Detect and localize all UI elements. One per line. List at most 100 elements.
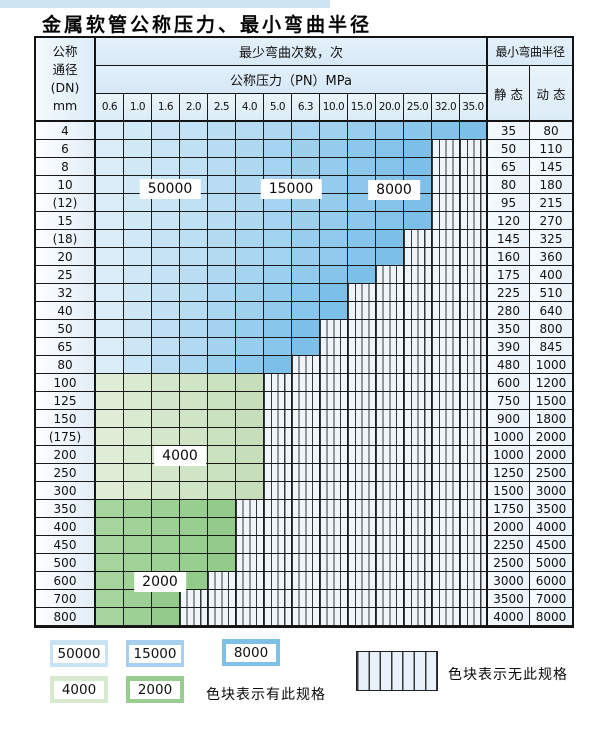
spec-available-cell (236, 194, 264, 212)
no-spec-cell (208, 572, 236, 590)
no-spec-cell (432, 446, 460, 464)
dynamic-radius-cell: 4500 (530, 536, 572, 554)
dn-cell: 500 (36, 554, 96, 572)
spec-table: 公称 通径 (DN) mm 最少弯曲次数，次 公称压力（PN）MPa 0.6 1.… (34, 36, 574, 628)
dynamic-radius-cell: 400 (530, 266, 572, 284)
static-radius-cell: 750 (488, 392, 530, 410)
spec-available-cell (208, 482, 236, 500)
no-spec-cell (264, 572, 292, 590)
no-spec-cell (292, 482, 320, 500)
dynamic-radius-cell: 110 (530, 140, 572, 158)
no-spec-cell (320, 590, 348, 608)
no-spec-cell (236, 554, 264, 572)
spec-available-cell (180, 320, 208, 338)
no-spec-cell (292, 572, 320, 590)
no-spec-cell (376, 554, 404, 572)
no-spec-cell (264, 536, 292, 554)
spec-available-cell (292, 230, 320, 248)
table-row: 20 160 360 (36, 248, 572, 266)
legend-swatch-value: 2000 (130, 680, 180, 699)
no-spec-cell (320, 446, 348, 464)
spec-available-cell (180, 392, 208, 410)
no-spec-cell (376, 356, 404, 374)
dynamic-header: 动 态 (530, 66, 572, 122)
spec-available-cell (320, 158, 348, 176)
spec-available-cell (180, 266, 208, 284)
spec-available-cell (292, 158, 320, 176)
spec-available-cell (124, 248, 152, 266)
pressure-col-header: 32.0 (432, 94, 460, 122)
spec-available-cell (208, 500, 236, 518)
spec-available-cell (96, 518, 124, 536)
spec-available-cell (96, 266, 124, 284)
spec-available-cell (96, 176, 124, 194)
spec-available-cell (96, 374, 124, 392)
static-radius-cell: 95 (488, 194, 530, 212)
spec-available-cell (96, 248, 124, 266)
dynamic-radius-cell: 145 (530, 158, 572, 176)
dn-cell: 80 (36, 356, 96, 374)
no-spec-cell (292, 518, 320, 536)
dynamic-radius-cell: 2000 (530, 428, 572, 446)
spec-available-cell (264, 122, 292, 140)
spec-available-cell (124, 284, 152, 302)
no-spec-cell (432, 212, 460, 230)
no-spec-cell (320, 608, 348, 626)
pressure-column-headers: 0.6 1.0 1.6 2.0 2.5 4.0 5.0 6.3 10.0 15.0 20.0 25.0… (96, 94, 488, 122)
no-spec-cell (376, 284, 404, 302)
spec-available-cell (152, 302, 180, 320)
no-spec-cell (460, 464, 488, 482)
spec-available-cell (180, 410, 208, 428)
min-bend-radius-header: 最小弯曲半径 (488, 38, 572, 66)
spec-available-cell (152, 212, 180, 230)
no-spec-cell (404, 536, 432, 554)
no-spec-cell (236, 608, 264, 626)
no-spec-cell (320, 482, 348, 500)
no-spec-cell (320, 338, 348, 356)
no-spec-cell (432, 284, 460, 302)
spec-available-cell (320, 176, 348, 194)
table-row: 700 3500 7000 (36, 590, 572, 608)
spec-available-cell (236, 266, 264, 284)
table-row: 25 175 400 (36, 266, 572, 284)
no-spec-cell (432, 572, 460, 590)
static-radius-cell: 145 (488, 230, 530, 248)
spec-available-cell (348, 140, 376, 158)
dynamic-radius-cell: 215 (530, 194, 572, 212)
radius-header-group: 最小弯曲半径 静 态 动 态 (488, 38, 572, 122)
legend-swatch-value: 8000 (226, 643, 276, 662)
no-spec-cell (292, 374, 320, 392)
dynamic-radius-cell: 3000 (530, 482, 572, 500)
dn-cell: 600 (36, 572, 96, 590)
spec-available-cell (292, 284, 320, 302)
no-spec-cell (348, 608, 376, 626)
spec-available-cell (96, 608, 124, 626)
dn-cell: 50 (36, 320, 96, 338)
legend-swatch: 8000 (222, 639, 280, 666)
spec-available-cell (264, 302, 292, 320)
spec-available-cell (404, 122, 432, 140)
spec-available-cell (124, 446, 152, 464)
dn-cell: (175) (36, 428, 96, 446)
no-spec-cell (460, 158, 488, 176)
spec-available-cell (460, 122, 488, 140)
spec-available-cell (152, 608, 180, 626)
bend-cycles-zone-label: 2000 (134, 572, 186, 592)
spec-available-cell (208, 518, 236, 536)
no-spec-cell (376, 428, 404, 446)
spec-available-cell (124, 320, 152, 338)
spec-available-cell (208, 320, 236, 338)
static-radius-cell: 80 (488, 176, 530, 194)
dynamic-radius-cell: 3500 (530, 500, 572, 518)
dn-cell: (12) (36, 194, 96, 212)
spec-available-cell (180, 518, 208, 536)
spec-available-cell (348, 122, 376, 140)
pressure-col-header: 10.0 (320, 94, 348, 122)
no-spec-cell (460, 248, 488, 266)
dynamic-radius-cell: 510 (530, 284, 572, 302)
table-row: 250 1250 2500 (36, 464, 572, 482)
no-spec-cell (404, 518, 432, 536)
spec-available-cell (96, 302, 124, 320)
spec-available-cell (292, 266, 320, 284)
no-spec-cell (432, 302, 460, 320)
